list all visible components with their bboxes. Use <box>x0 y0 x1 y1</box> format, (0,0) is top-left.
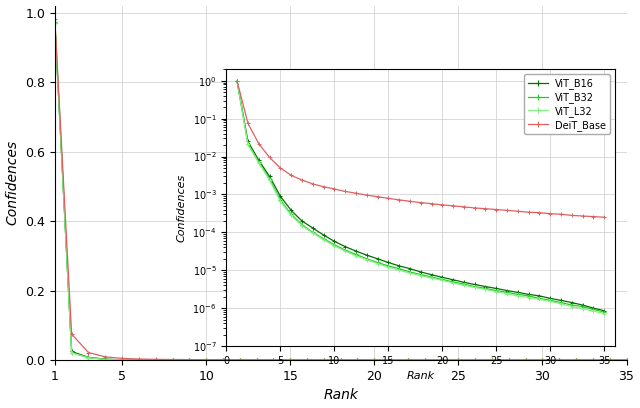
X-axis label: Rank: Rank <box>323 388 358 402</box>
Y-axis label: Confidences: Confidences <box>6 140 20 226</box>
